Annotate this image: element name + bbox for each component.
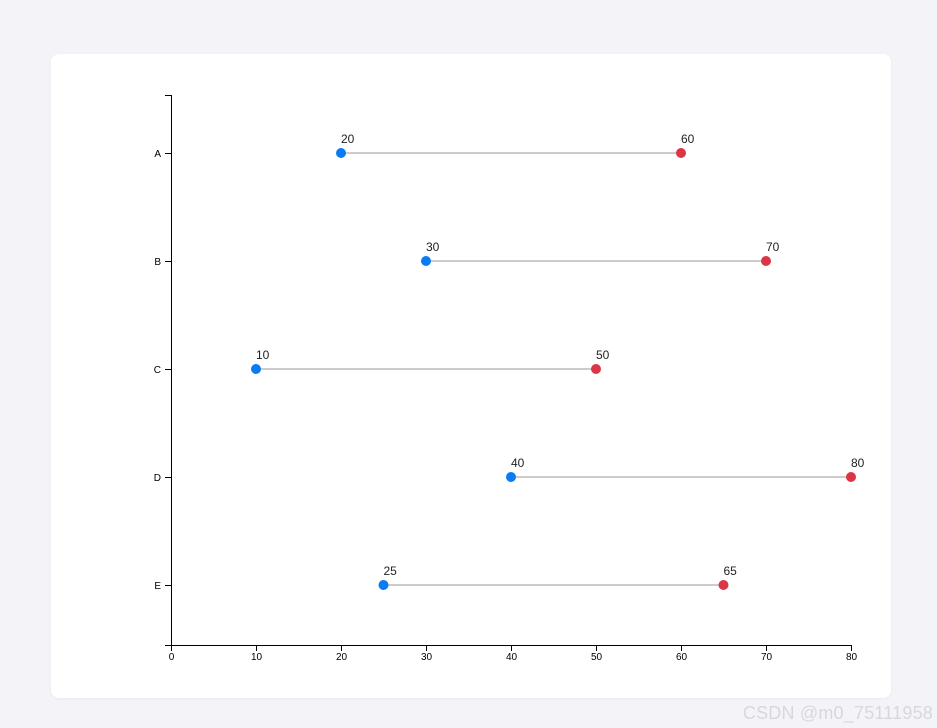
end-point <box>761 256 771 266</box>
start-point <box>506 472 516 482</box>
x-tick-label: 30 <box>421 652 433 663</box>
y-tick-label: B <box>154 257 161 268</box>
end-value-label: 80 <box>851 456 865 470</box>
start-value-label: 30 <box>426 240 440 254</box>
x-axis: 0 10 20 30 40 50 60 70 80 <box>169 645 858 663</box>
end-value-label: 60 <box>681 132 695 146</box>
start-point <box>421 256 431 266</box>
end-value-label: 50 <box>596 348 610 362</box>
y-tick-label: C <box>154 365 161 376</box>
y-tick-label: E <box>154 581 161 592</box>
start-value-label: 40 <box>511 456 525 470</box>
start-value-label: 20 <box>341 132 355 146</box>
end-point <box>846 472 856 482</box>
y-axis-line <box>165 95 172 646</box>
y-tick-label: D <box>154 473 161 484</box>
end-point <box>676 148 686 158</box>
chart-card <box>51 54 891 698</box>
end-point <box>718 580 729 590</box>
end-value-label: 65 <box>724 564 738 578</box>
y-axis: A B C D E <box>154 95 172 646</box>
start-point <box>336 148 346 158</box>
x-tick-label: 40 <box>506 652 518 663</box>
watermark: CSDN @m0_75111958 <box>742 703 933 723</box>
end-value-label: 70 <box>766 240 780 254</box>
y-tick-label: A <box>154 149 161 160</box>
chart-marks: 20 60 30 70 10 50 40 80 25 65 <box>251 132 865 590</box>
x-tick-label: 50 <box>591 652 603 663</box>
start-value-label: 25 <box>384 564 398 578</box>
x-tick-label: 10 <box>251 652 263 663</box>
x-tick-label: 20 <box>336 652 348 663</box>
x-tick-label: 0 <box>169 652 175 663</box>
end-point <box>591 364 601 374</box>
start-point <box>251 364 261 374</box>
x-tick-label: 80 <box>846 652 858 663</box>
x-tick-label: 70 <box>761 652 773 663</box>
start-value-label: 10 <box>256 348 270 362</box>
x-tick-label: 60 <box>676 652 688 663</box>
start-point <box>378 580 389 590</box>
